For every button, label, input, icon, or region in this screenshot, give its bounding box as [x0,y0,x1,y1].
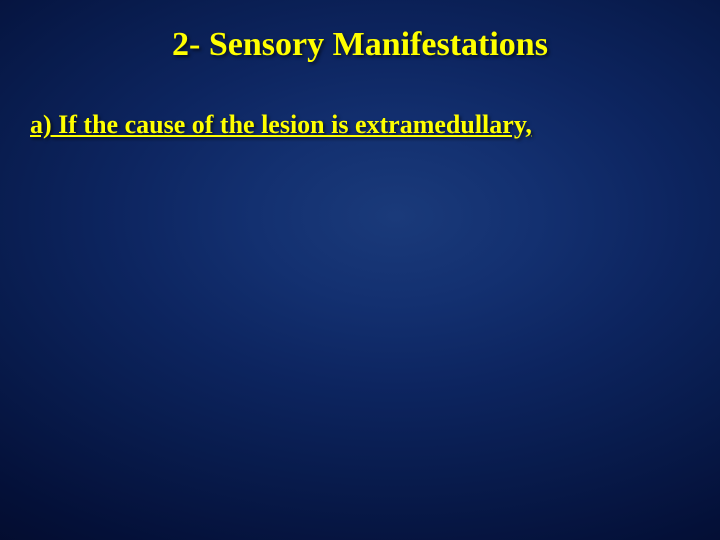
swoosh-decoration [0,0,720,540]
slide-subtitle: a) If the cause of the lesion is extrame… [30,110,532,140]
slide: 2- Sensory Manifestations a) If the caus… [0,0,720,540]
swoosh-line [0,128,720,540]
slide-title: 2- Sensory Manifestations [0,26,720,64]
swoosh-line [0,108,720,540]
swoosh-line [0,128,720,540]
